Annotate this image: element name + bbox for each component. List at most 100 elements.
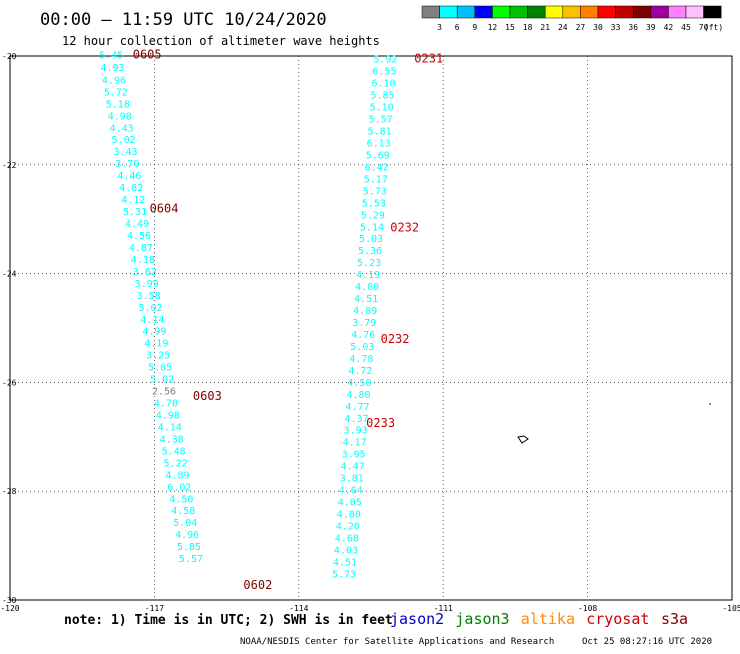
swh-value-label: 5.81 xyxy=(368,127,392,138)
swh-value-label: 5.48 xyxy=(162,446,186,457)
swh-value-label: 4.78 xyxy=(349,354,373,365)
color-scale-swatch xyxy=(632,5,652,19)
x-tick-label: -105 xyxy=(722,604,740,613)
swh-value-label: 4.99 xyxy=(142,327,166,338)
color-scale-tick: 3 xyxy=(437,23,442,32)
pass-time-label: 0232 xyxy=(390,220,419,234)
swh-value-label: 5.23 xyxy=(357,258,381,269)
color-scale-tick: 27 xyxy=(576,23,586,32)
color-scale-swatch xyxy=(597,5,616,19)
x-tick-label: -108 xyxy=(578,604,597,613)
color-scale-swatch xyxy=(439,5,458,19)
swh-value-label: 4.98 xyxy=(108,111,132,122)
chart-title: 00:00 – 11:59 UTC 10/24/2020 xyxy=(40,10,327,30)
swh-value-label: 5.10 xyxy=(370,103,394,114)
swh-value-label: 6.13 xyxy=(367,138,391,149)
satellite-legend-jason3: jason3 xyxy=(455,610,509,628)
swh-value-label: 3.25 xyxy=(146,351,170,362)
swh-value-label: 4.96 xyxy=(175,530,199,541)
color-scale-swatch xyxy=(544,5,564,19)
swh-value-label: 4.51 xyxy=(333,557,357,568)
pass-time-label: 0605 xyxy=(133,47,162,61)
swh-value-label: 6.55 xyxy=(372,67,396,78)
island-dot xyxy=(709,403,711,405)
swh-value-label: 4.93 xyxy=(100,63,124,74)
satellite-legend-s3a: s3a xyxy=(661,610,688,628)
pass-time-label: 0232 xyxy=(381,332,410,346)
swh-value-label: 4.80 xyxy=(337,510,361,521)
swh-value-label: 5.02 xyxy=(112,135,136,146)
axis-tick-labels: -120 -117 -114 -111 -108 -105 -20 -22 -24 -26 -28 -… xyxy=(0,52,740,613)
swh-value-label: 4.43 xyxy=(110,123,134,134)
color-scale-tick: 39 xyxy=(646,23,656,32)
y-tick-label: -24 xyxy=(2,270,17,279)
color-scale-tick: 45 xyxy=(681,23,691,32)
swh-value-label: 4.05 xyxy=(338,498,362,509)
satellite-legend-cryosat: cryosat xyxy=(586,610,649,628)
swh-value-label: 5.02 xyxy=(150,375,174,386)
swh-value-label: 4.77 xyxy=(345,402,369,413)
swh-value-label: 4.64 xyxy=(339,486,363,497)
color-scale-tick: 6 xyxy=(455,23,460,32)
swh-value-label: 5.31 xyxy=(123,207,147,218)
swh-value-label: 5.69 xyxy=(366,150,390,161)
swh-value-label: 3.43 xyxy=(113,147,137,158)
swh-value-label: 5.18 xyxy=(106,99,130,110)
color-scale-swatch xyxy=(703,5,722,19)
swh-value-label: 4.49 xyxy=(125,219,149,230)
swh-value-label: 4.50 xyxy=(347,378,371,389)
color-scale-tick: 33 xyxy=(611,23,621,32)
map-frame xyxy=(9,55,733,601)
swh-value-label: 4.50 xyxy=(169,494,193,505)
swh-value-label: 4.37 xyxy=(345,414,369,425)
swh-value-label: 5.57 xyxy=(179,554,203,565)
color-scale-swatch xyxy=(474,5,493,19)
swh-value-label: 5.73 xyxy=(332,569,356,580)
swh-value-label: 2.56 xyxy=(152,387,176,398)
swh-value-label: 5.92 xyxy=(373,55,397,66)
color-scale-swatch xyxy=(492,5,511,19)
pass-time-label: 0231 xyxy=(414,52,443,66)
swh-value-label: 5.53 xyxy=(362,198,386,209)
color-scale-swatch xyxy=(562,5,581,19)
pass-time-label: 0604 xyxy=(150,201,179,215)
color-scale-legend: 3 6 9 12 15 18 21 24 27 30 33 36 39 42 45 70(ft) xyxy=(421,5,723,32)
swh-value-label: 5.57 xyxy=(369,115,393,126)
color-scale-tick: 12 xyxy=(488,23,498,32)
color-scale-swatch xyxy=(650,5,669,19)
swh-value-label: 5.85 xyxy=(177,542,201,553)
swh-value-label: 4.14 xyxy=(140,315,164,326)
swh-value-label: 4.56 xyxy=(127,231,151,242)
swh-value-label: 6.42 xyxy=(365,162,389,173)
map-plot-area: -120 -117 -114 -111 -108 -105 -20 -22 -24 -26 -28 -… xyxy=(0,47,740,613)
wave-height-marks: 5.454.934.965.725.184.984.435.023.433.79… xyxy=(99,47,443,591)
swh-value-label: 4.96 xyxy=(102,75,126,86)
swh-value-label: 4.47 xyxy=(341,462,365,473)
swh-value-label: 4.72 xyxy=(348,366,372,377)
satellite-legend-jason2: jason2 xyxy=(390,610,444,628)
color-scale-swatch xyxy=(685,5,704,19)
swh-value-label: 3.79 xyxy=(352,318,376,329)
x-tick-label: -120 xyxy=(0,604,19,613)
swh-value-label: 4.68 xyxy=(335,533,359,544)
satellite-legend-altika: altika xyxy=(521,610,575,628)
color-scale-swatch xyxy=(668,5,687,19)
swh-value-label: 4.38 xyxy=(160,434,184,445)
color-scale-tick: 70 xyxy=(699,23,709,32)
color-scale-swatch xyxy=(456,5,476,19)
swh-value-label: 4.18 xyxy=(131,255,155,266)
color-scale-unit: (ft) xyxy=(704,23,723,32)
swh-value-label: 3.99 xyxy=(135,279,159,290)
swh-value-label: 5.22 xyxy=(164,458,188,469)
lat-lon-grid xyxy=(10,56,732,600)
swh-value-label: 4.80 xyxy=(355,282,379,293)
swh-value-label: 5.73 xyxy=(363,186,387,197)
chart-subtitle: 12 hour collection of altimeter wave hei… xyxy=(62,34,380,48)
swh-value-label: 4.98 xyxy=(156,410,180,421)
swh-value-label: 4.58 xyxy=(171,506,195,517)
swh-value-label: 4.20 xyxy=(336,521,360,532)
color-scale-tick: 15 xyxy=(505,23,515,32)
swh-value-label: 4.19 xyxy=(144,339,168,350)
footer-timestamp: Oct 25 08:27:16 UTC 2020 xyxy=(582,637,712,647)
swh-value-label: 4.89 xyxy=(165,470,189,481)
